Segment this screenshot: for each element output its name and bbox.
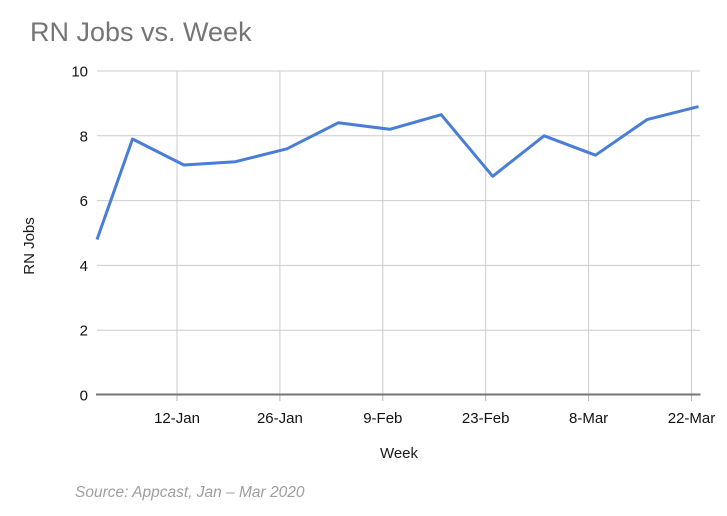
x-tick-label: 9-Feb bbox=[363, 410, 402, 427]
y-tick-label: 4 bbox=[80, 258, 88, 275]
y-tick-label: 2 bbox=[80, 323, 88, 340]
data-line-series bbox=[95, 105, 699, 240]
source-note: Source: Appcast, Jan – Mar 2020 bbox=[75, 484, 305, 501]
y-axis-title: RN Jobs bbox=[21, 217, 38, 275]
x-tick-label: 8-Mar bbox=[569, 410, 608, 427]
x-tick-label: 26-Jan bbox=[257, 410, 303, 427]
y-tick-label: 6 bbox=[80, 193, 88, 210]
x-axis-title: Week bbox=[379, 445, 419, 462]
chart-title: RN Jobs vs. Week bbox=[30, 17, 252, 47]
x-tick-label: 23-Feb bbox=[462, 410, 510, 427]
y-tick-label: 8 bbox=[80, 128, 88, 145]
y-tick-label: 10 bbox=[71, 64, 88, 81]
x-tick-label: 12-Jan bbox=[154, 410, 200, 427]
y-tick-label: 0 bbox=[80, 388, 88, 405]
x-tick-label: 22-Mar bbox=[668, 410, 716, 427]
